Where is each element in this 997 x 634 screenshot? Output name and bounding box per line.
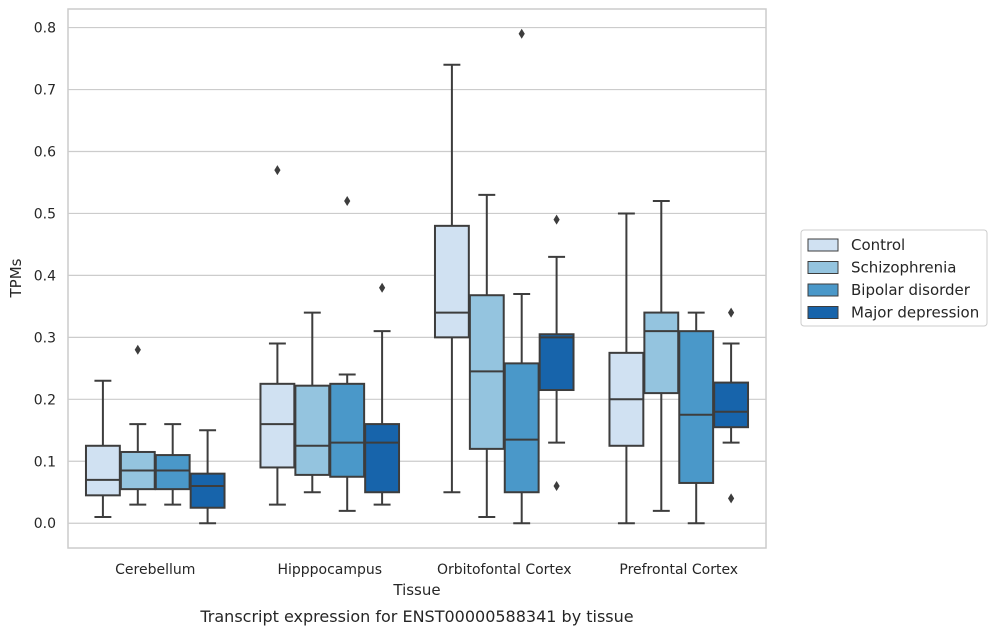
outlier-point <box>728 493 735 504</box>
legend-frame <box>800 229 988 327</box>
y-tick-label: 0.1 <box>34 454 56 470</box>
legend-item: Major depression <box>807 304 979 322</box>
legend-label: Schizophrenia <box>851 259 956 277</box>
legend-label: Bipolar disorder <box>851 281 971 299</box>
legend-swatch <box>807 306 839 319</box>
box-layer <box>84 28 750 525</box>
outlier-point <box>379 282 386 293</box>
box-iqr <box>678 330 715 484</box>
y-tick-label: 0.8 <box>34 21 56 37</box>
box-3-3 <box>713 307 750 504</box>
box-2-0 <box>433 63 470 494</box>
box-3-1 <box>643 200 680 512</box>
legend-swatch <box>807 261 839 274</box>
box-2-1 <box>468 193 505 519</box>
outlier-point <box>134 344 141 355</box>
box-iqr <box>643 311 680 395</box>
box-iqr <box>538 333 575 392</box>
plot-frame <box>67 8 767 549</box>
y-axis-ticks: 0.0 0.1 0.2 0.3 0.4 0.5 0.6 0.7 0.8 <box>34 21 56 533</box>
y-tick-label: 0.6 <box>34 144 56 160</box>
box-iqr <box>154 454 191 491</box>
x-axis-label: Tissue <box>392 581 440 599</box>
x-tick-label: Cerebellum <box>115 562 195 578</box>
box-1-0 <box>259 165 296 506</box>
y-tick-label: 0.5 <box>34 206 56 222</box>
legend-item: Control <box>807 236 905 254</box>
box-0-2 <box>154 423 191 506</box>
legend-swatch <box>807 238 839 252</box>
legend-item: Schizophrenia <box>807 259 956 277</box>
y-axis-label: TPMs <box>7 258 25 298</box>
legend-label: Control <box>851 236 905 254</box>
box-2-2 <box>503 28 540 525</box>
box-iqr <box>364 423 401 494</box>
y-tick-label: 0.4 <box>34 268 56 284</box>
box-3-2 <box>678 311 715 525</box>
x-tick-label: Prefrontal Cortex <box>619 562 738 578</box>
box-2-3 <box>538 214 575 492</box>
outlier-point <box>518 28 525 39</box>
outlier-point <box>274 165 281 176</box>
outlier-point <box>344 196 351 207</box>
legend-swatch <box>807 283 839 297</box>
x-axis-ticks: Cerebellum Hipppocampus Orbitofontal Corte… <box>115 562 738 578</box>
x-tick-label: Hipppocampus <box>277 562 382 578</box>
box-0-3 <box>189 429 226 525</box>
y-tick-label: 0.3 <box>34 330 56 346</box>
box-1-1 <box>294 311 331 494</box>
x-tick-label: Orbitofontal Cortex <box>437 562 572 578</box>
y-tick-label: 0.0 <box>34 516 56 532</box>
box-iqr <box>329 382 366 478</box>
legend: Control Schizophrenia Bipolar disorder Majo… <box>800 229 988 327</box>
box-0-1 <box>119 344 156 506</box>
box-iqr <box>84 444 121 497</box>
outlier-point <box>728 307 735 318</box>
y-tick-label: 0.2 <box>34 392 56 408</box>
box-iqr <box>259 382 296 469</box>
outlier-point <box>553 481 560 492</box>
box-iqr <box>433 224 470 339</box>
chart-caption: Transcript expression for ENST0000058834… <box>199 607 633 626</box>
outlier-point <box>553 214 560 225</box>
box-iqr <box>503 362 540 494</box>
box-iqr <box>189 472 226 509</box>
box-1-3 <box>364 282 401 506</box>
legend-item: Bipolar disorder <box>807 281 971 299</box>
box-3-0 <box>608 212 645 525</box>
legend-label: Major depression <box>851 304 979 322</box>
box-iqr <box>294 384 331 476</box>
y-tick-label: 0.7 <box>34 83 56 99</box>
box-1-2 <box>329 196 366 512</box>
box-iqr <box>713 381 750 429</box>
box-0-0 <box>84 379 121 519</box>
